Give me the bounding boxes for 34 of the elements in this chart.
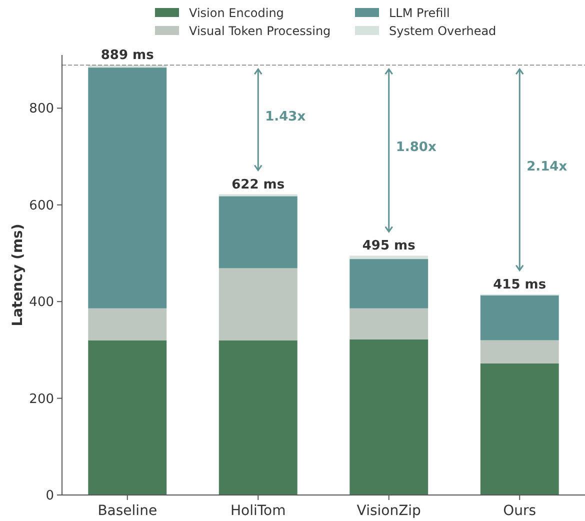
bar <box>480 295 559 340</box>
bar <box>218 196 298 268</box>
y-tick-label: 800 <box>29 102 54 117</box>
annotation: 2.14x <box>526 159 568 174</box>
y-tick-label: 0 <box>46 488 54 504</box>
bar <box>88 308 167 340</box>
legend-label: LLM Prefill <box>389 6 450 20</box>
bar <box>350 256 428 260</box>
bar <box>480 363 559 495</box>
total-label: 622 ms <box>232 177 285 192</box>
x-tick-label: HoliTom <box>230 503 286 519</box>
bar <box>218 268 298 340</box>
x-tick-label: Baseline <box>98 503 158 519</box>
bar <box>218 340 298 495</box>
bar <box>350 339 428 495</box>
legend-label: Vision Encoding <box>189 6 284 20</box>
y-axis-title: Latency (ms) <box>10 224 26 326</box>
bar <box>88 68 167 308</box>
bar <box>350 259 428 308</box>
annotation: 1.43x <box>265 109 306 124</box>
bar <box>350 308 428 340</box>
y-tick-label: 600 <box>29 198 54 214</box>
total-label: 495 ms <box>362 238 416 254</box>
legend-label: System Overhead <box>389 24 496 38</box>
y-tick-label: 200 <box>29 392 54 407</box>
x-tick-label: VisionZip <box>356 503 422 519</box>
bar <box>88 340 167 495</box>
total-label: 889 ms <box>100 48 154 64</box>
total-label: 415 ms <box>493 277 546 292</box>
annotation: 1.80x <box>396 140 437 155</box>
y-tick-label: 400 <box>29 295 54 310</box>
legend-label: Visual Token Processing <box>189 24 331 38</box>
bar <box>480 340 559 364</box>
x-tick-label: Ours <box>503 503 536 519</box>
